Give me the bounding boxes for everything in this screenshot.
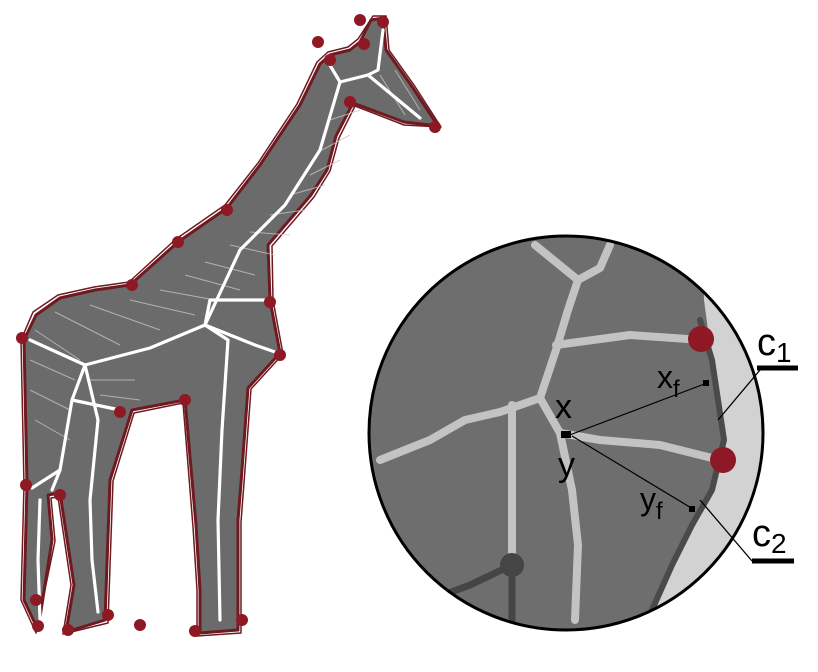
giraffe-vertex-dot	[30, 594, 42, 606]
label-yf-base: y	[640, 481, 656, 517]
zoom-inset: x y xf yf c1 c2	[367, 234, 798, 632]
giraffe-vertex-dot	[236, 614, 248, 626]
hatch-line	[159, 289, 216, 301]
label-c2-sub: 2	[771, 528, 787, 559]
giraffe-vertex-dot	[264, 296, 276, 308]
point-xf-marker	[703, 380, 709, 386]
giraffe-vertex-dot	[358, 38, 370, 50]
leader-c1	[717, 369, 761, 421]
hatch-line	[229, 244, 276, 256]
giraffe-vertex-dot	[126, 279, 138, 291]
giraffe-outline-double	[20, 15, 442, 637]
giraffe-vertex-dot	[312, 36, 324, 48]
zoom-contour-c	[637, 317, 728, 630]
hatch-line	[129, 299, 196, 316]
label-x: x	[555, 388, 572, 426]
line-x-to-xf	[566, 382, 708, 437]
point-x-marker	[561, 431, 571, 438]
giraffe-vertex-dot	[172, 236, 184, 248]
giraffe-shape	[16, 14, 442, 637]
label-yf-sub: f	[656, 498, 663, 525]
giraffe-vertex-dot	[324, 54, 336, 66]
leader-c2	[699, 499, 753, 562]
zoom-skeleton-node	[500, 553, 524, 577]
zoom-circle-border	[367, 234, 765, 632]
hatch-line	[99, 394, 141, 401]
giraffe-vertex-dot	[102, 609, 114, 621]
label-xf-sub: f	[673, 376, 680, 403]
hatch-line	[321, 134, 351, 151]
giraffe-vertex-dot	[134, 619, 146, 631]
label-c1: c1	[757, 322, 792, 368]
contour-vertex-c1	[688, 326, 714, 352]
giraffe-vertex-dot	[54, 489, 66, 501]
giraffe-silhouette	[22, 16, 440, 635]
hatch-line	[184, 274, 241, 291]
label-c1-sub: 1	[776, 337, 792, 368]
contour-vertex-c2	[710, 447, 736, 473]
giraffe-vertex-dot	[32, 620, 44, 632]
hatch-line	[29, 389, 71, 411]
giraffe-vertex-dot	[179, 394, 191, 406]
giraffe-vertex-dot	[189, 625, 201, 637]
giraffe-vertex-dot	[20, 479, 32, 491]
line-y-to-yf	[571, 435, 694, 510]
giraffe-vertex-dot	[354, 14, 366, 26]
label-c1-base: c	[757, 322, 776, 364]
giraffe-vertex-dot	[114, 406, 126, 418]
label-c2-base: c	[752, 513, 771, 555]
giraffe-vertex-dot	[274, 349, 286, 361]
hatch-line	[89, 304, 161, 331]
zoom-skeleton	[376, 241, 724, 624]
giraffe-vertex-dot	[429, 121, 441, 133]
hatch-line	[29, 359, 76, 381]
label-xf-base: x	[657, 359, 673, 395]
point-yf-marker	[689, 506, 695, 512]
hatch-line	[34, 329, 81, 361]
hatch-line	[309, 159, 341, 176]
giraffe-vertex-dot	[377, 16, 389, 28]
hatch-line	[54, 311, 121, 346]
label-xf: xf	[657, 359, 680, 403]
giraffe-vertices	[16, 14, 441, 637]
label-yf: yf	[640, 481, 663, 525]
label-c2: c2	[752, 513, 787, 559]
giraffe-vertex-dot	[62, 624, 74, 636]
giraffe-vertex-dot	[16, 332, 28, 344]
giraffe-vertex-dot	[221, 204, 233, 216]
hatch-line	[394, 69, 421, 111]
hatch-line	[289, 184, 326, 196]
label-y: y	[558, 446, 575, 484]
giraffe-skeleton	[28, 28, 422, 622]
giraffe-vertex-dot	[344, 96, 356, 108]
zoom-interior-region	[369, 236, 724, 630]
hatch-line	[329, 109, 361, 121]
